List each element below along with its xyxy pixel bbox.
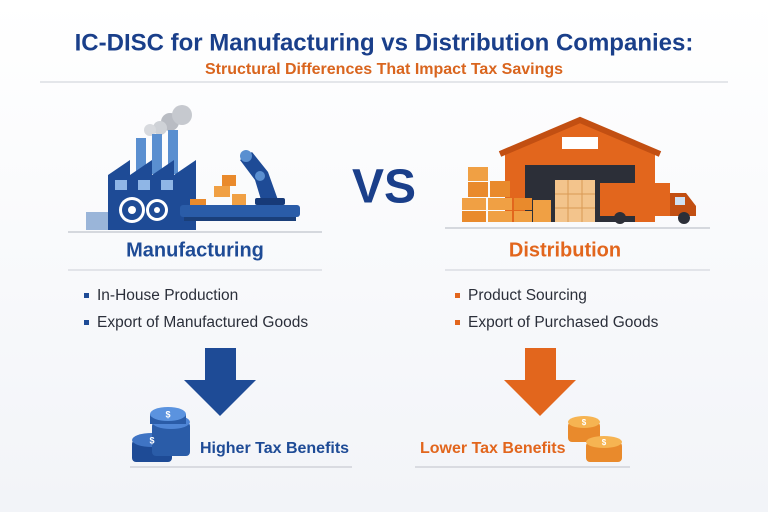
factory-illustration-part bbox=[128, 206, 136, 214]
left-result: Higher Tax Benefits bbox=[200, 440, 349, 457]
warehouse-illustration-part bbox=[462, 198, 486, 210]
factory-illustration-part bbox=[232, 194, 246, 205]
left-bullet: Export of Manufactured Goods bbox=[97, 314, 308, 331]
factory-illustration-part bbox=[86, 212, 108, 230]
warehouse-illustration bbox=[445, 116, 710, 229]
warehouse-illustration-part bbox=[600, 183, 670, 216]
factory-illustration-part bbox=[152, 134, 162, 174]
factory-illustration-part bbox=[161, 180, 173, 190]
factory-illustration-part bbox=[168, 130, 178, 174]
bullet-marker bbox=[455, 293, 460, 298]
right-heading: Distribution bbox=[509, 239, 621, 261]
warehouse-illustration-part bbox=[614, 212, 626, 224]
subtitle: Structural Differences That Impact Tax S… bbox=[205, 61, 563, 78]
bullet-marker bbox=[455, 320, 460, 325]
warehouse-illustration-part bbox=[675, 197, 685, 205]
warehouse-illustration-part bbox=[468, 182, 488, 197]
orange-coins-part bbox=[586, 436, 622, 448]
factory-illustration-part bbox=[190, 199, 206, 205]
factory-illustration-part bbox=[136, 138, 146, 174]
warehouse-illustration-part bbox=[488, 198, 512, 210]
blue-coins-part bbox=[152, 422, 190, 456]
right-result: Lower Tax Benefits bbox=[420, 440, 566, 457]
blue-coins-part: $ bbox=[165, 409, 170, 419]
factory-illustration-part bbox=[154, 207, 160, 213]
bullet-marker bbox=[84, 293, 89, 298]
blue-coins: $ $ bbox=[132, 407, 190, 462]
right-bullet: Export of Purchased Goods bbox=[468, 314, 659, 331]
warehouse-illustration-part bbox=[562, 137, 598, 149]
down-arrow bbox=[184, 348, 256, 416]
warehouse-illustration-part bbox=[555, 180, 595, 222]
left-heading: Manufacturing bbox=[126, 239, 264, 261]
warehouse-illustration-part bbox=[678, 212, 690, 224]
factory-illustration bbox=[68, 105, 322, 233]
orange-coins-part: $ bbox=[602, 438, 607, 447]
vs-label: VS bbox=[352, 161, 416, 214]
warehouse-illustration-part bbox=[468, 167, 488, 181]
orange-coins-part bbox=[568, 416, 600, 428]
warehouse-illustration-part bbox=[514, 198, 532, 210]
factory-illustration-part bbox=[214, 186, 230, 197]
warehouse-illustration-part bbox=[498, 116, 662, 157]
blue-coins-part: $ bbox=[149, 435, 154, 445]
warehouse-illustration-part bbox=[462, 211, 486, 222]
blue-coins-part bbox=[150, 407, 186, 421]
factory-illustration-part bbox=[115, 180, 127, 190]
factory-illustration-part bbox=[172, 105, 192, 125]
down-arrow bbox=[504, 348, 576, 416]
orange-coins-part: $ bbox=[582, 418, 587, 427]
factory-illustration-part bbox=[255, 171, 265, 181]
left-bullet: In-House Production bbox=[97, 287, 238, 304]
warehouse-illustration-part bbox=[488, 211, 512, 222]
factory-illustration-part bbox=[222, 175, 236, 186]
warehouse-illustration-part bbox=[514, 211, 532, 222]
factory-illustration-part bbox=[255, 198, 285, 205]
factory-illustration-part bbox=[180, 205, 300, 217]
title: IC-DISC for Manufacturing vs Distributio… bbox=[75, 29, 694, 56]
warehouse-illustration-part bbox=[490, 181, 510, 197]
orange-coins: $ $ bbox=[568, 416, 622, 462]
factory-illustration-part bbox=[153, 121, 167, 135]
warehouse-illustration-part bbox=[533, 200, 551, 222]
factory-illustration-part bbox=[144, 124, 156, 136]
right-bullet: Product Sourcing bbox=[468, 287, 587, 304]
factory-illustration-part bbox=[240, 150, 252, 162]
warehouse-illustration-part bbox=[555, 180, 595, 222]
factory-illustration-part bbox=[184, 217, 296, 221]
factory-illustration-part bbox=[138, 180, 150, 190]
bullet-marker bbox=[84, 320, 89, 325]
